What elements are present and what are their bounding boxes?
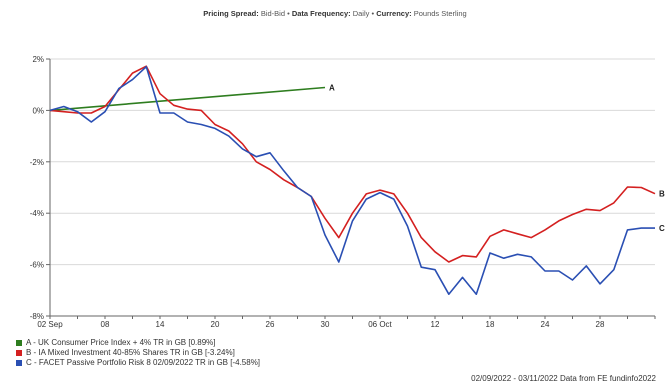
x-tick-label: 02 Sep xyxy=(37,320,63,329)
legend-swatch-b xyxy=(16,350,22,356)
x-tick-label: 14 xyxy=(156,320,165,329)
chart-subtitle: Pricing Spread: Bid-Bid • Data Frequency… xyxy=(0,9,670,18)
x-tick-label: 26 xyxy=(266,320,275,329)
y-tick-label: -8% xyxy=(30,312,44,321)
subtitle-label-pricing: Pricing Spread: xyxy=(203,9,259,18)
legend-label-c: C - FACET Passive Portfolio Risk 8 02/09… xyxy=(26,358,261,367)
y-tick-label: -4% xyxy=(30,209,44,218)
series-end-label-c: C xyxy=(659,224,665,233)
y-tick-label: -6% xyxy=(30,261,44,270)
data-source-footer: 02/09/2022 - 03/11/2022 Data from FE fun… xyxy=(471,374,656,383)
x-tick-label: 06 Oct xyxy=(368,320,392,329)
series-line-b xyxy=(49,65,656,263)
series-line-c xyxy=(49,65,655,295)
x-tick-label: 28 xyxy=(596,320,605,329)
legend-item-a[interactable]: A - UK Consumer Price Index + 4% TR in G… xyxy=(16,338,260,348)
subtitle-separator: • xyxy=(287,9,290,18)
x-tick-label: 20 xyxy=(211,320,220,329)
chart-legend: A - UK Consumer Price Index + 4% TR in G… xyxy=(16,338,260,368)
x-tick-label: 12 xyxy=(431,320,440,329)
y-tick-label: 2% xyxy=(32,55,44,64)
y-tick-label: -2% xyxy=(30,158,44,167)
subtitle-value-pricing: Bid-Bid xyxy=(260,9,286,18)
series-line-a xyxy=(49,86,326,112)
x-tick-label: 08 xyxy=(101,320,110,329)
x-tick-label: 18 xyxy=(486,320,495,329)
x-tick-label: 24 xyxy=(541,320,550,329)
subtitle-label-currency: Currency: xyxy=(376,9,412,18)
subtitle-label-frequency: Data Frequency: xyxy=(291,9,351,18)
subtitle-value-currency: Pounds Sterling xyxy=(413,9,467,18)
series-end-label-a: A xyxy=(329,84,335,93)
legend-label-b: B - IA Mixed Investment 40-85% Shares TR… xyxy=(26,348,235,357)
legend-label-a: A - UK Consumer Price Index + 4% TR in G… xyxy=(26,338,216,347)
subtitle-value-frequency: Daily xyxy=(352,9,370,18)
subtitle-separator: • xyxy=(371,9,375,18)
x-tick-label: 30 xyxy=(321,320,330,329)
legend-swatch-a xyxy=(16,340,22,346)
series-end-label-b: B xyxy=(659,190,665,199)
legend-item-c[interactable]: C - FACET Passive Portfolio Risk 8 02/09… xyxy=(16,358,260,368)
legend-swatch-c xyxy=(16,360,22,366)
legend-item-b[interactable]: B - IA Mixed Investment 40-85% Shares TR… xyxy=(16,348,260,358)
y-tick-label: 0% xyxy=(32,106,44,115)
